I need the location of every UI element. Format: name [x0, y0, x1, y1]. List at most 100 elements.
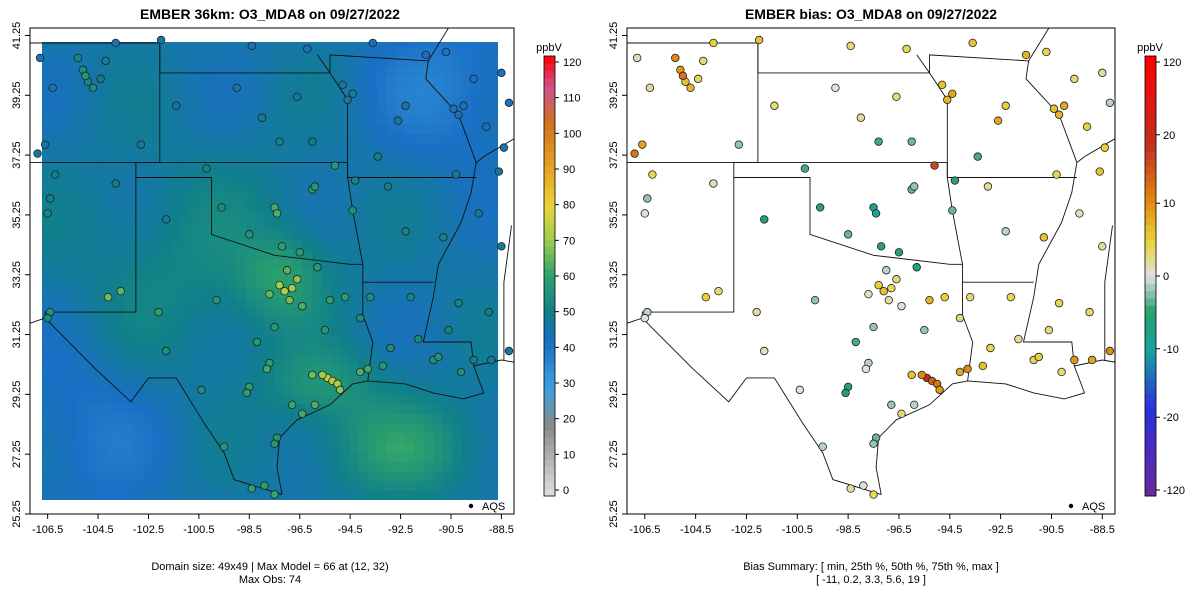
grid-cell [189, 56, 200, 67]
grid-cell [77, 393, 88, 405]
grid-cell [377, 297, 388, 308]
grid-cell [105, 152, 116, 163]
grid-cell [143, 451, 154, 462]
grid-cell [367, 268, 378, 279]
grid-cell [358, 432, 369, 443]
border-line [875, 359, 1115, 495]
grid-cell [302, 75, 313, 86]
grid-cell [283, 355, 294, 366]
grid-cell [143, 114, 154, 125]
grid-cell [180, 210, 191, 221]
grid-cell [217, 114, 228, 125]
grid-cell [227, 451, 238, 462]
grid-cell [217, 364, 228, 376]
grid-cell [302, 480, 313, 491]
border-line [733, 177, 1034, 283]
grid-cell [114, 374, 125, 385]
grid-cell [461, 268, 472, 279]
grid-cell [480, 258, 491, 270]
grid-cell [423, 345, 434, 356]
grid-cell [255, 123, 266, 135]
grid-cell [452, 490, 463, 500]
grid-cell [405, 403, 416, 414]
grid-cell [311, 46, 322, 57]
grid-cell [42, 42, 51, 48]
grid-cell [143, 268, 154, 279]
grid-cell [96, 403, 107, 414]
grid-cell [68, 171, 79, 183]
colorbar-segment [1145, 63, 1156, 72]
grid-cell [227, 461, 238, 472]
grid-cell [180, 490, 191, 500]
grid-cell [339, 56, 350, 67]
grid-cell [274, 345, 285, 356]
grid-cell [124, 200, 135, 212]
left-footer-line1: Domain size: 49x49 | Max Model = 66 at (… [151, 561, 388, 573]
grid-cell [236, 42, 247, 48]
grid-cell [311, 442, 322, 453]
grid-cell [77, 403, 88, 414]
colorbar-segment [1145, 166, 1156, 174]
grid-cell [461, 384, 472, 395]
left-footer-line2: Max Obs: 74 [239, 574, 301, 586]
grid-cell [255, 345, 266, 356]
grid-cell [152, 152, 163, 163]
grid-cell [377, 152, 388, 163]
grid-cell [199, 104, 210, 115]
grid-cell [386, 461, 397, 472]
grid-cell [208, 470, 219, 482]
grid-cell [58, 268, 69, 279]
station-marker [714, 286, 723, 296]
y-tick-label: 27.25 [608, 440, 620, 468]
station-marker [701, 292, 710, 302]
grid-cell [302, 56, 313, 67]
grid-cell [152, 42, 163, 48]
station-marker [154, 307, 163, 317]
grid-cell [311, 393, 322, 405]
colorbar-segment [1145, 195, 1156, 204]
grid-cell [199, 499, 210, 500]
grid-cell [189, 85, 200, 96]
grid-cell [86, 104, 97, 115]
grid-cell [96, 143, 107, 154]
grid-cell [339, 316, 350, 327]
grid-cell [96, 171, 107, 183]
grid-cell [42, 114, 51, 125]
grid-cell [208, 403, 219, 414]
grid-cell [311, 384, 322, 395]
grid-cell [386, 56, 397, 67]
grid-cell [480, 278, 491, 289]
grid-cell [311, 85, 322, 96]
colorbar-segment [1145, 415, 1156, 424]
grid-cell [302, 422, 313, 433]
grid-cell [330, 171, 341, 183]
grid-cell [105, 287, 116, 298]
station-marker [993, 116, 1003, 125]
grid-cell [180, 114, 191, 125]
grid-cell [68, 46, 79, 57]
y-tick-label: 31.25 [608, 321, 620, 349]
grid-cell [470, 316, 481, 327]
grid-cell [377, 470, 388, 482]
grid-cell [377, 451, 388, 462]
grid-cell [283, 403, 294, 414]
grid-cell [414, 499, 425, 500]
station-marker [260, 481, 269, 490]
grid-cell [339, 229, 350, 241]
grid-cell [49, 181, 60, 192]
grid-cell [311, 432, 322, 443]
grid-cell [405, 499, 416, 500]
grid-cell [171, 490, 182, 500]
grid-cell [358, 104, 369, 115]
grid-cell [42, 123, 51, 135]
grid-cell [180, 249, 191, 260]
grid-cell [414, 123, 425, 135]
grid-cell [292, 345, 303, 356]
y-tick-label: 39.25 [11, 82, 23, 110]
grid-cell [414, 42, 425, 48]
grid-cell [292, 143, 303, 154]
grid-cell [414, 451, 425, 462]
grid-cell [152, 403, 163, 414]
grid-cell [330, 210, 341, 221]
grid-cell [152, 239, 163, 250]
